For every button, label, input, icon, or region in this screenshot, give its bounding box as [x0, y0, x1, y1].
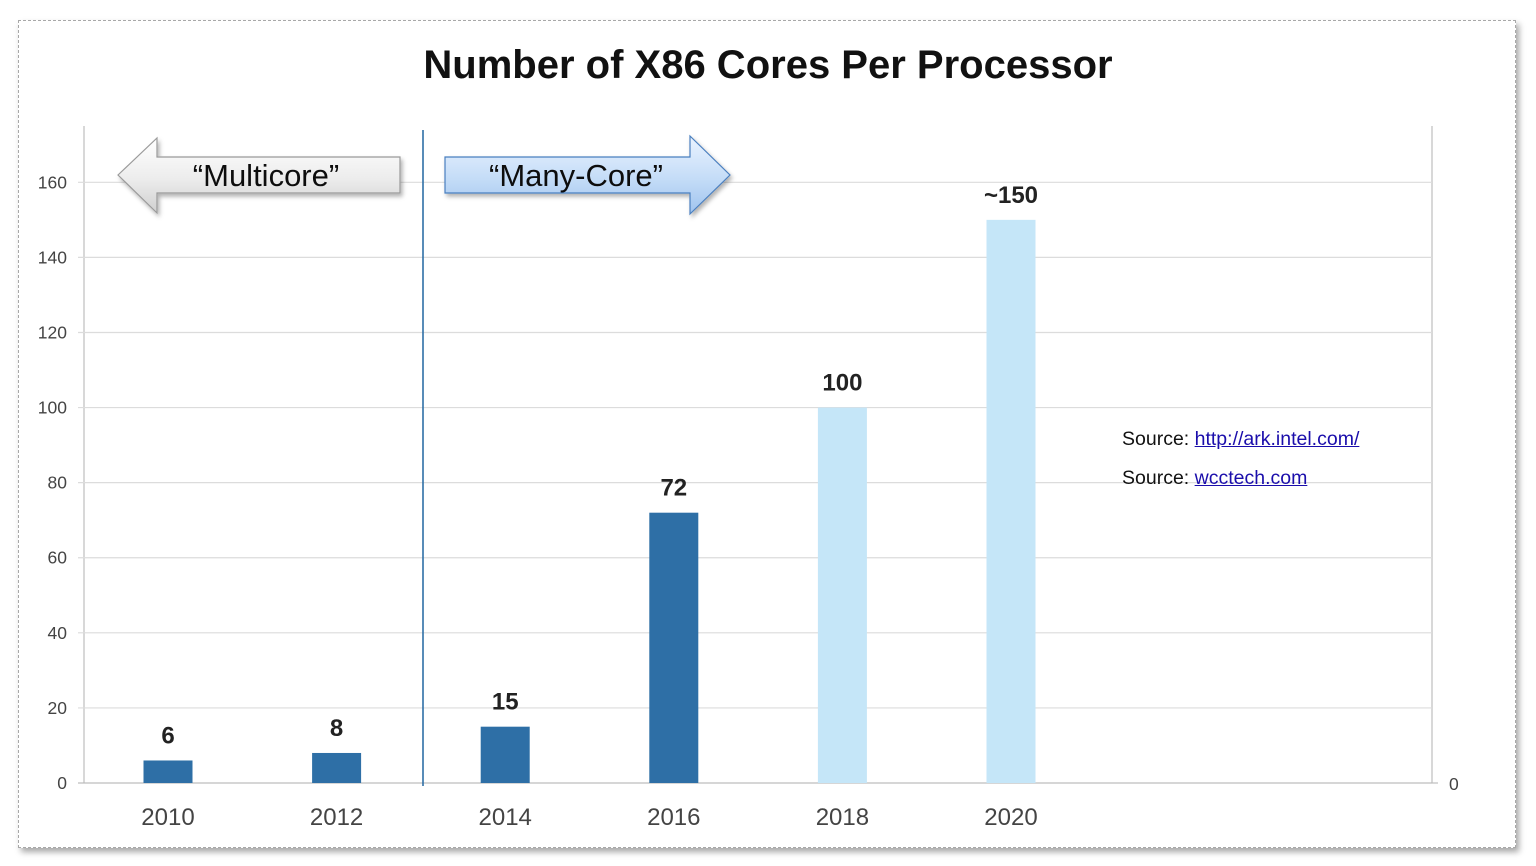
source-link-ark-intel[interactable]: http://ark.intel.com/ [1194, 428, 1360, 450]
x-tick-label-2014: 2014 [479, 804, 532, 831]
secondary-y-tick-label: 0 [1449, 774, 1459, 794]
source-prefix: Source: [1122, 428, 1190, 450]
source-line-2: Source: wcctech.com [1122, 467, 1307, 490]
bar-2018 [817, 407, 867, 783]
data-label-2020: ~150 [984, 182, 1038, 209]
bar-2010 [143, 760, 193, 783]
bar-2014 [480, 726, 530, 783]
source-prefix: Source: [1122, 467, 1190, 489]
x-tick-label-2010: 2010 [141, 804, 194, 831]
y-tick-label: 160 [38, 172, 67, 192]
y-tick-label: 140 [38, 247, 67, 267]
bar-2012 [312, 752, 362, 783]
many-core-arrow: “Many-Core” [444, 134, 731, 216]
x-tick-label-2016: 2016 [647, 804, 700, 831]
multicore-arrow-label: “Multicore” [193, 158, 339, 193]
bar-2020 [986, 219, 1036, 783]
chart-title: Number of X86 Cores Per Processor [423, 43, 1113, 87]
bar-2016 [649, 512, 699, 783]
x-tick-label-2020: 2020 [984, 804, 1037, 831]
data-label-2016: 72 [660, 475, 687, 502]
source-link-wcctech[interactable]: wcctech.com [1194, 467, 1308, 489]
data-label-2012: 8 [330, 715, 343, 742]
y-tick-label: 60 [48, 548, 68, 568]
y-tick-label: 20 [48, 698, 68, 718]
x-tick-label-2018: 2018 [816, 804, 869, 831]
multicore-arrow: “Multicore” [117, 136, 401, 215]
data-label-2018: 100 [822, 370, 862, 397]
x-tick-label-2012: 2012 [310, 804, 363, 831]
data-label-2014: 15 [492, 689, 519, 716]
source-line-1: Source: http://ark.intel.com/ [1122, 428, 1359, 451]
y-tick-label: 0 [57, 773, 67, 793]
y-tick-label: 40 [48, 623, 68, 643]
y-tick-label: 80 [48, 473, 68, 493]
y-tick-label: 100 [38, 398, 67, 418]
data-label-2010: 6 [161, 722, 174, 749]
y-tick-label: 120 [38, 322, 67, 342]
many-core-arrow-label: “Many-Core” [489, 158, 663, 193]
